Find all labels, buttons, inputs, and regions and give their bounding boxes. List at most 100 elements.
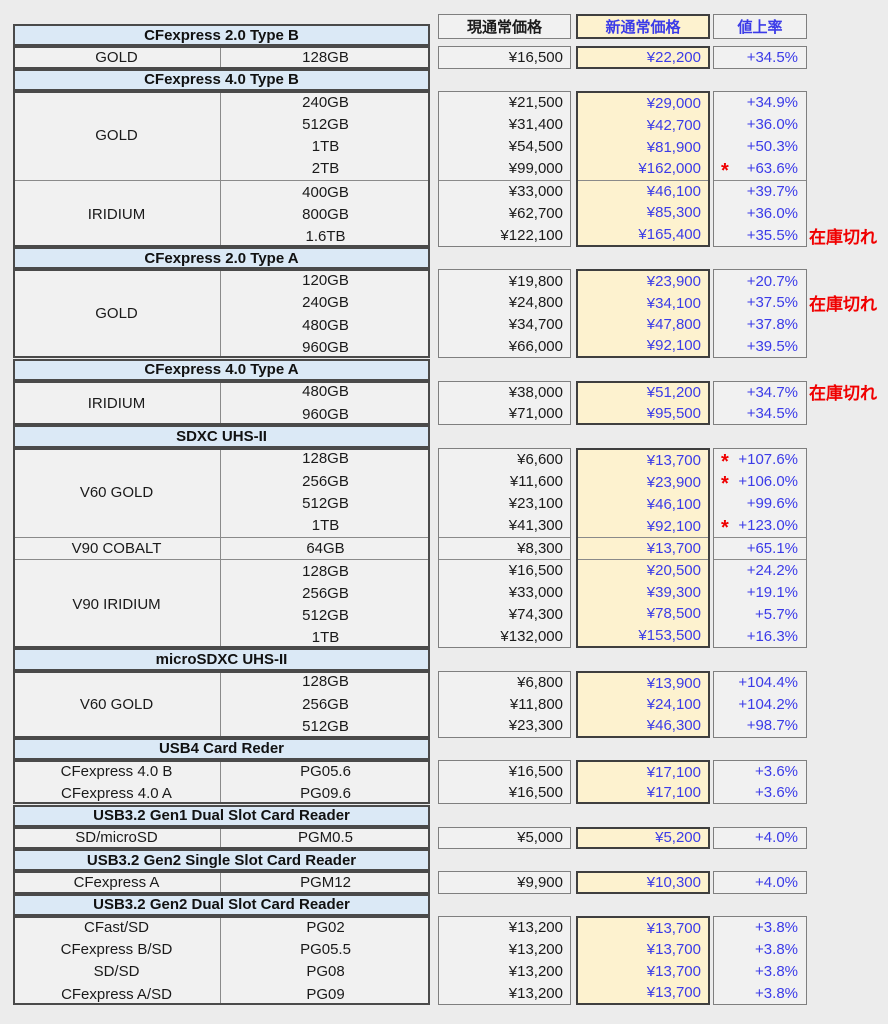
new-price-cell: ¥46,300 — [646, 716, 701, 734]
new-price-cell: ¥20,500 — [646, 562, 701, 580]
new-price-cell: ¥81,900 — [646, 138, 701, 156]
current-price-cell: ¥13,200 — [508, 941, 563, 959]
capacity-cell: 512GB — [302, 115, 349, 133]
new-price-cell: ¥85,300 — [646, 204, 701, 222]
product-group: SD/microSD PGM0.5 — [13, 826, 430, 850]
rate-cell: +3.6% — [714, 761, 806, 782]
new-price-box: ¥13,700 ¥13,700 ¥13,700 ¥13,700 — [576, 916, 710, 1006]
current-price-cell: ¥5,000 — [517, 829, 563, 847]
capacity-cell: 128GB — [302, 562, 349, 580]
rate-value: +5.7% — [755, 606, 798, 624]
product-box: GOLD 120GB 240GB 480GB 960GB — [13, 269, 430, 359]
price-group: ¥16,500 ¥16,500 — [439, 761, 570, 804]
capacity-cell: 960GB — [302, 405, 349, 423]
product-name: GOLD — [95, 126, 138, 144]
rate-cell: +50.3% — [714, 136, 806, 158]
new-price-cell: ¥162,000 — [638, 160, 701, 178]
capacity-cell: PG08 — [306, 963, 345, 981]
capacity-cell: 240GB — [302, 93, 349, 111]
product-group: IRIDIUM 480GB 960GB — [13, 380, 430, 426]
new-price-box: ¥17,100 ¥17,100 — [576, 759, 710, 805]
new-price-cell: ¥13,700 — [646, 540, 701, 558]
column-header-rate: 値上率 — [713, 14, 807, 39]
product-name: CFexpress A/SD — [61, 985, 172, 1003]
rate-price-box: +20.7% +37.5% +37.8% +39.5% — [713, 269, 807, 359]
product-name-cell: SD/microSD — [13, 826, 221, 850]
price-group: ¥22,200 — [578, 48, 708, 66]
section-header: CFexpress 2.0 Type B — [13, 24, 430, 47]
section-header: CFexpress 4.0 Type B — [13, 68, 430, 91]
new-price-cell: ¥39,300 — [646, 583, 701, 601]
rate-price-box: +3.6% +3.6% — [713, 759, 807, 805]
rate-price-box: +34.7% +34.5% — [713, 380, 807, 426]
price-group: ¥17,100 ¥17,100 — [578, 762, 708, 803]
product-name-cell: CFexpress A — [13, 871, 221, 894]
product-name: V60 GOLD — [79, 695, 154, 713]
new-price-box: ¥5,200 — [576, 826, 710, 850]
rate-cell: +99.6% — [714, 493, 806, 515]
rate-cell: +39.5% — [714, 336, 806, 358]
new-price-cell: ¥47,800 — [646, 316, 701, 334]
rate-cell: +16.3% — [714, 626, 806, 648]
rate-cell: +3.6% — [714, 782, 806, 803]
new-price-cell: ¥46,100 — [646, 495, 701, 513]
rate-value: +20.7% — [746, 272, 798, 290]
price-group: ¥13,900 ¥24,100 ¥46,300 — [578, 673, 708, 736]
product-group: V60 GOLD 128GB 256GB 512GB 1TB — [13, 447, 430, 537]
product-group: GOLD 120GB 240GB 480GB 960GB — [13, 269, 430, 359]
capacity-cell: 128GB — [302, 673, 349, 691]
price-group: +3.6% +3.6% — [714, 761, 806, 804]
capacity-column: 240GB 512GB 1TB 2TB — [221, 91, 430, 180]
rate-cell: +4.0% — [714, 872, 806, 892]
rate-value: +24.2% — [746, 562, 798, 580]
product-name-cell: GOLD — [13, 46, 221, 69]
rate-value: +39.7% — [746, 183, 798, 201]
section-header: microSDXC UHS-II — [13, 648, 430, 671]
capacity-cell: 256GB — [302, 584, 349, 602]
new-price-cell: ¥24,100 — [646, 695, 701, 713]
rate-value: +36.0% — [746, 204, 798, 222]
rate-cell: +39.7% — [714, 181, 806, 203]
rate-cell: * +123.0% — [714, 515, 806, 538]
new-price-cell: ¥13,900 — [646, 674, 701, 692]
rate-cell: +3.8% — [714, 961, 806, 983]
rate-value: +3.6% — [755, 784, 798, 802]
rate-price-box: +3.8% +3.8% +3.8% +3.8% — [713, 916, 807, 1006]
capacity-cell: 400GB — [302, 183, 349, 201]
current-price-cell: ¥31,400 — [508, 116, 563, 134]
rate-value: +4.0% — [755, 829, 798, 847]
rate-cell: +37.5% — [714, 292, 806, 314]
new-price-box: ¥10,300 — [576, 871, 710, 894]
section-header: SDXC UHS-II — [13, 425, 430, 448]
rate-value: +35.5% — [746, 226, 798, 244]
rate-value: +34.7% — [746, 383, 798, 401]
out-of-stock-label: 在庫切れ — [809, 295, 877, 315]
rate-value: +19.1% — [746, 584, 798, 602]
current-price-cell: ¥71,000 — [508, 405, 563, 423]
product-group: CFast/SD CFexpress B/SD SD/SD CFexpress A/S… — [13, 916, 430, 1006]
product-group: IRIDIUM 400GB 800GB 1.6TB — [13, 180, 430, 247]
product-group: GOLD 240GB 512GB 1TB 2TB — [13, 90, 430, 181]
rate-value: +3.8% — [755, 919, 798, 937]
product-name: V90 IRIDIUM — [72, 595, 161, 613]
product-name: GOLD — [95, 305, 138, 323]
new-price-cell: ¥51,200 — [646, 384, 701, 402]
capacity-cell: 128GB — [302, 48, 349, 66]
rate-cell: +19.1% — [714, 582, 806, 604]
out-of-stock-label: 在庫切れ — [809, 384, 877, 404]
capacity-cell: 120GB — [302, 271, 349, 289]
capacity-column: PG05.6 PG09.6 — [221, 760, 430, 805]
current-price-cell: ¥16,500 — [508, 562, 563, 580]
rate-value: +34.5% — [746, 405, 798, 423]
price-group: ¥13,700 ¥23,900 ¥46,100 ¥92,100 — [578, 450, 708, 537]
current-price-cell: ¥99,000 — [508, 160, 563, 178]
price-group: ¥46,100 ¥85,300 ¥165,400 — [578, 179, 708, 245]
product-group: V90 IRIDIUM 128GB 256GB 512GB 1TB — [13, 559, 430, 649]
price-group: ¥13,700 — [578, 537, 708, 559]
price-group: +24.2% +19.1% +5.7% +16.3% — [714, 559, 806, 647]
rate-value: +37.5% — [746, 294, 798, 312]
product-name: IRIDIUM — [87, 205, 146, 223]
current-price-cell: ¥33,000 — [508, 183, 563, 201]
product-name: CFexpress B/SD — [60, 940, 173, 958]
capacity-cell: 128GB — [302, 450, 349, 468]
